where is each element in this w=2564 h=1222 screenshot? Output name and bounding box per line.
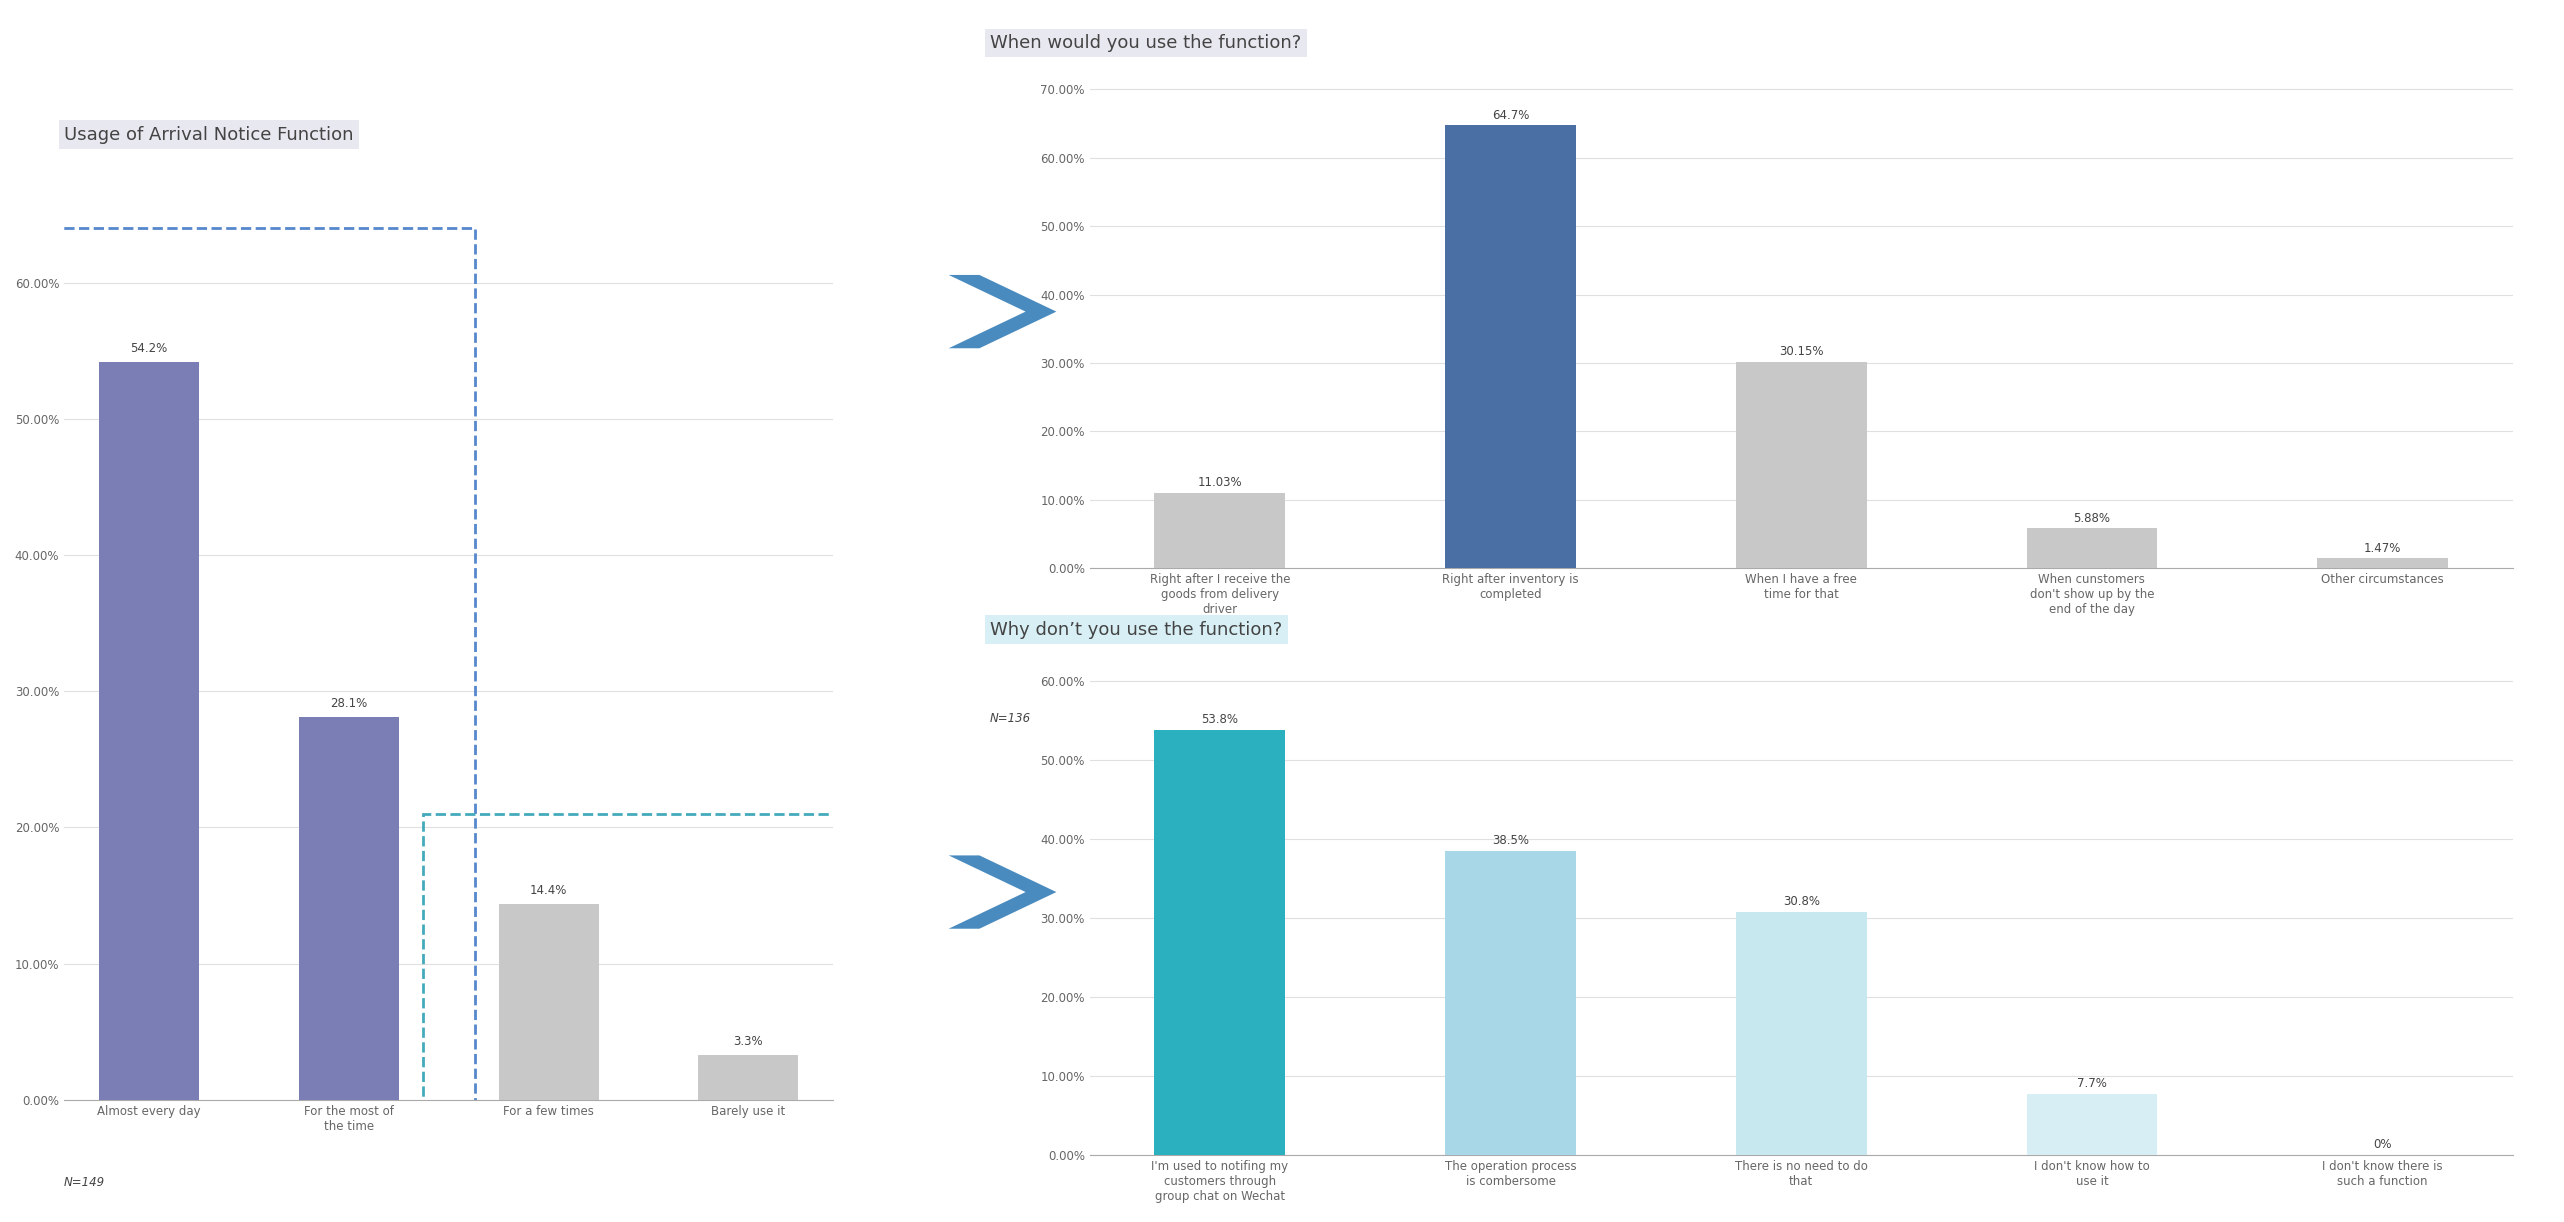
Bar — [2318, 558, 2449, 568]
Bar — [300, 717, 400, 1100]
Text: 54.2%: 54.2% — [131, 342, 167, 354]
Text: 30.8%: 30.8% — [1782, 895, 1820, 908]
Bar — [497, 904, 597, 1100]
Text: Why don’t you use the function?: Why don’t you use the function? — [990, 621, 1282, 639]
Text: Usage of Arrival Notice Function: Usage of Arrival Notice Function — [64, 126, 354, 144]
Text: 64.7%: 64.7% — [1492, 109, 1528, 122]
Text: 11.03%: 11.03% — [1197, 477, 1241, 489]
Bar — [2026, 528, 2156, 568]
Text: 7.7%: 7.7% — [2077, 1077, 2108, 1090]
Text: 0%: 0% — [2374, 1138, 2392, 1151]
Text: 53.8%: 53.8% — [1203, 714, 1238, 726]
Text: 30.15%: 30.15% — [1779, 346, 1823, 358]
Text: 14.4%: 14.4% — [531, 884, 567, 897]
Bar — [1446, 851, 1577, 1155]
Text: When would you use the function?: When would you use the function? — [990, 34, 1303, 53]
Text: 38.5%: 38.5% — [1492, 833, 1528, 847]
Bar — [1736, 912, 1867, 1155]
Bar — [1446, 126, 1577, 568]
Text: 5.88%: 5.88% — [2074, 512, 2110, 524]
Bar — [1736, 362, 1867, 568]
Bar — [1154, 492, 1285, 568]
Bar — [1154, 730, 1285, 1155]
Text: 28.1%: 28.1% — [331, 698, 367, 710]
Text: N=149: N=149 — [64, 1176, 105, 1189]
Text: N=136: N=136 — [990, 712, 1031, 725]
Text: 3.3%: 3.3% — [733, 1035, 764, 1048]
Bar — [100, 362, 200, 1100]
Bar — [2026, 1094, 2156, 1155]
Bar — [697, 1055, 797, 1100]
Text: 1.47%: 1.47% — [2364, 541, 2402, 555]
